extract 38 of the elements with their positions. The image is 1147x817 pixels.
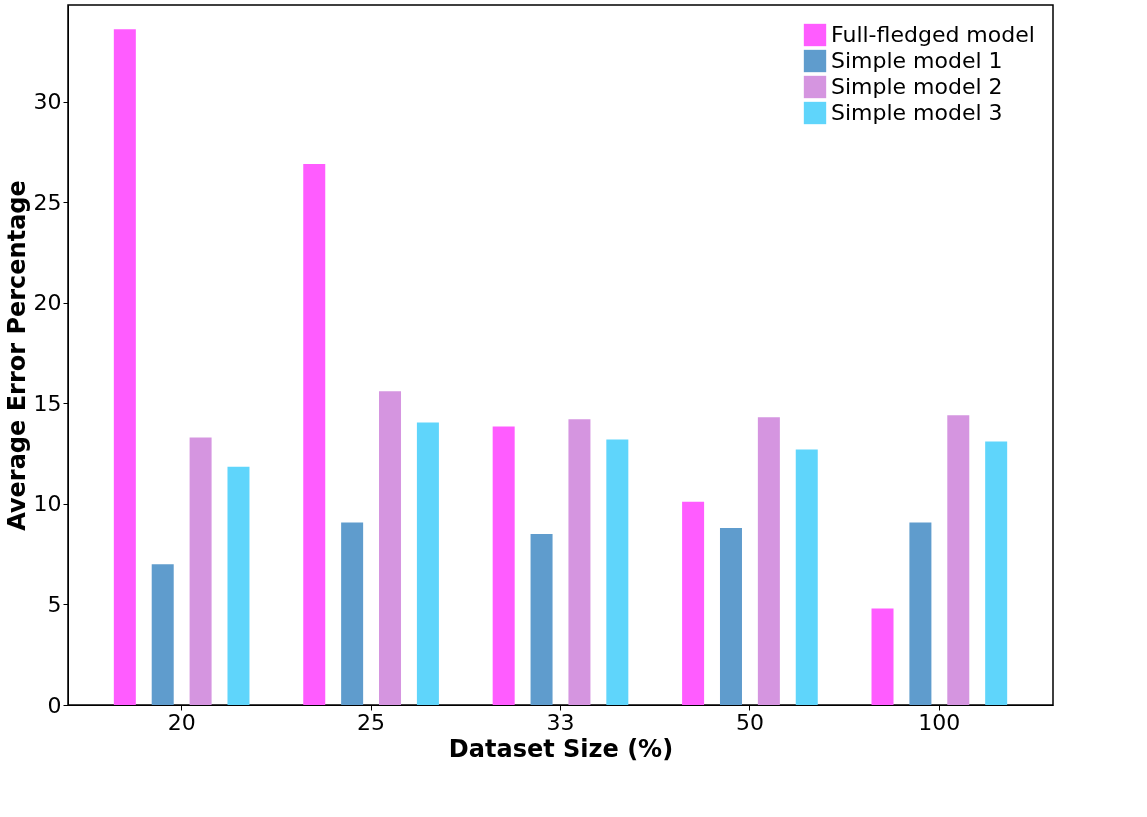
- legend-label: Simple model 3: [831, 100, 1003, 125]
- y-tick-label: 0: [47, 692, 62, 718]
- bar: [227, 466, 250, 705]
- x-tick-label: 100: [918, 709, 961, 735]
- bar: [492, 426, 515, 705]
- bar: [341, 522, 364, 705]
- bar: [530, 534, 553, 705]
- bar: [606, 439, 629, 705]
- legend-label: Simple model 1: [831, 48, 1003, 73]
- bar: [871, 608, 894, 705]
- bar: [416, 422, 439, 705]
- y-tick-label: 30: [33, 89, 62, 115]
- bar: [947, 415, 970, 705]
- x-tick-label: 33: [546, 709, 575, 735]
- bar: [113, 29, 136, 705]
- legend-label: Full-fledged model: [831, 22, 1035, 47]
- bar: [568, 419, 591, 705]
- bar: [795, 449, 818, 705]
- bar: [189, 437, 212, 705]
- y-tick-label: 10: [33, 491, 62, 517]
- x-tick-label: 20: [167, 709, 196, 735]
- bar: [303, 163, 326, 705]
- bar: [682, 501, 705, 705]
- bar: [909, 522, 932, 705]
- bar: [151, 564, 174, 705]
- y-tick-label: 15: [33, 390, 62, 416]
- y-tick-label: 20: [33, 290, 62, 316]
- bar: [757, 417, 780, 705]
- bar: [985, 441, 1008, 705]
- legend-label: Simple model 2: [831, 74, 1003, 99]
- y-tick-label: 25: [33, 189, 62, 215]
- bar: [719, 527, 742, 705]
- x-axis-title: Dataset Size (%): [448, 734, 674, 763]
- bar: [379, 391, 402, 705]
- y-axis-title: Average Error Percentage: [2, 180, 31, 531]
- x-tick-label: 25: [357, 709, 386, 735]
- x-tick-label: 50: [735, 709, 764, 735]
- y-tick-label: 5: [47, 591, 62, 617]
